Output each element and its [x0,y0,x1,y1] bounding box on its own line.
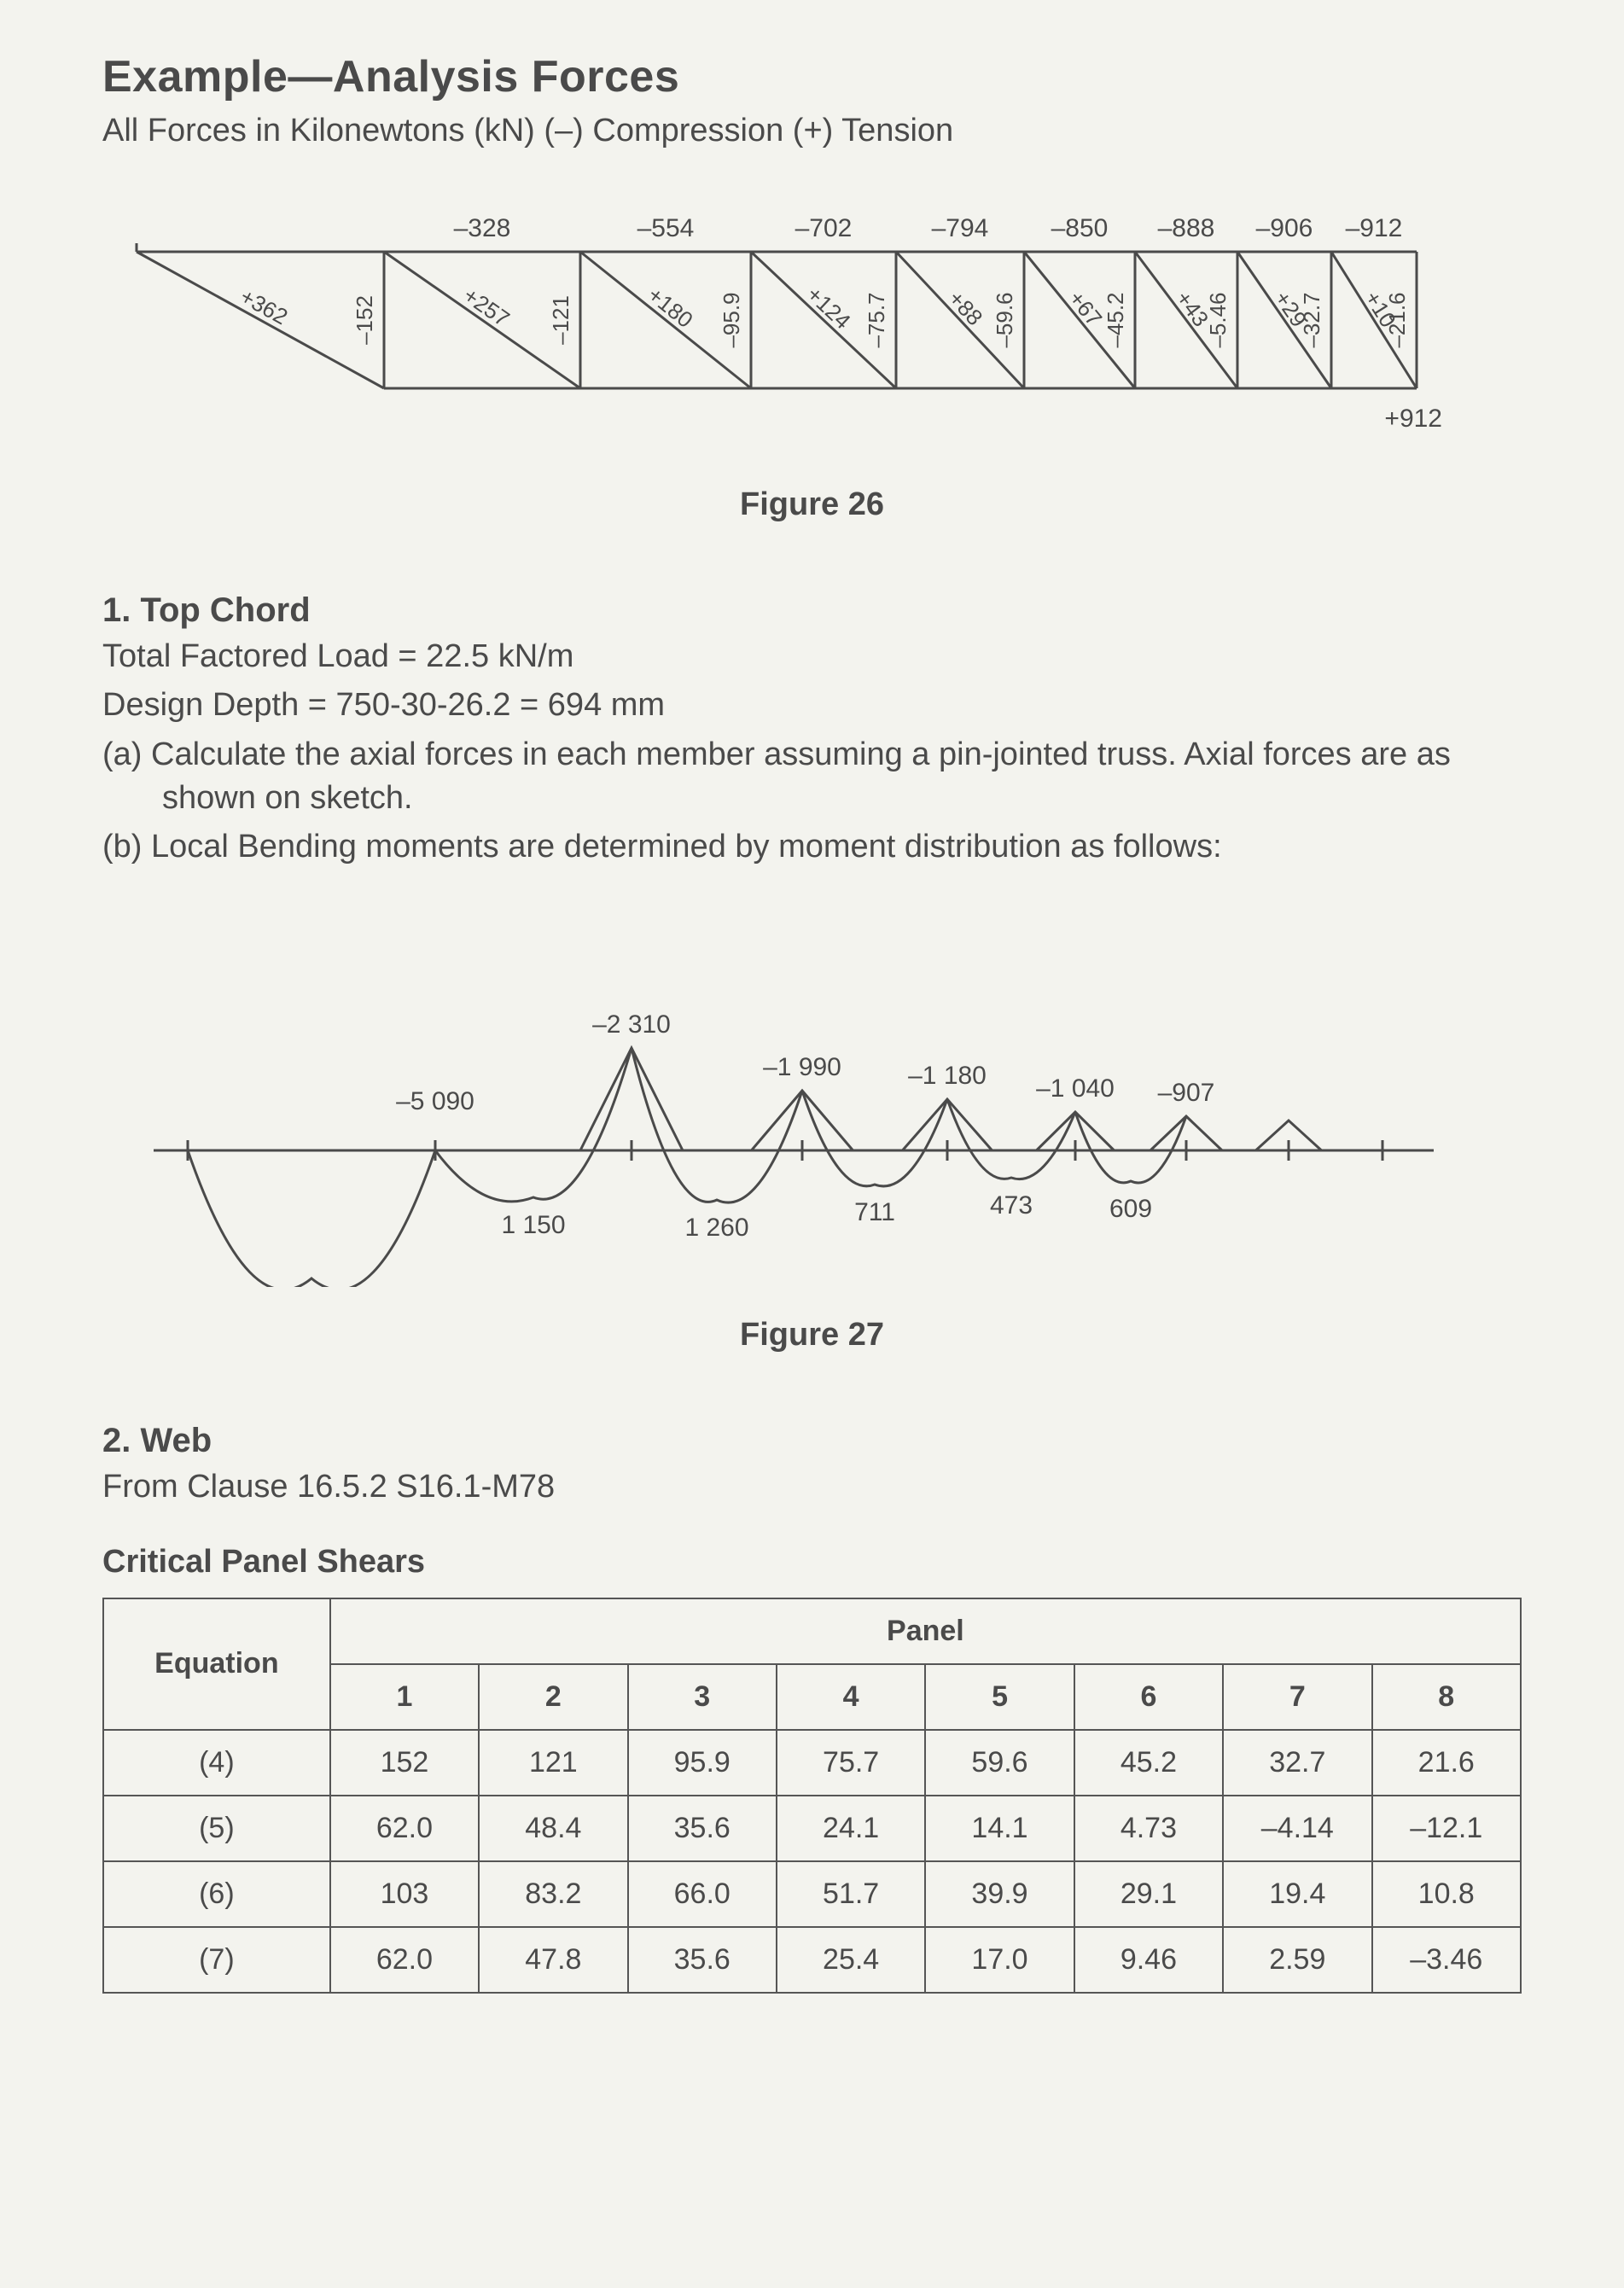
table-cell: 59.6 [925,1730,1074,1796]
table-col-3: 3 [628,1664,777,1730]
table-cell: 152 [330,1730,479,1796]
svg-text:609: 609 [1109,1195,1152,1223]
svg-text:+88: +88 [944,285,988,330]
table-cell: 32.7 [1223,1730,1371,1796]
table-cell: 83.2 [479,1861,627,1927]
svg-text:–328: –328 [454,214,511,242]
table-cell: 4.73 [1074,1796,1223,1861]
svg-text:–1 990: –1 990 [763,1053,841,1081]
svg-text:+912: +912 [1384,405,1442,433]
table-cell: 39.9 [925,1861,1074,1927]
figure-26-caption: Figure 26 [102,486,1522,523]
table-header-equation: Equation [103,1598,330,1730]
section-1-line2: Design Depth = 750-30-26.2 = 694 mm [102,684,1522,727]
section-2-line1: From Clause 16.5.2 S16.1-M78 [102,1465,1522,1509]
figure-27-moment: –5 090–2 310–1 990–1 180–1 040–9074 0401… [102,929,1522,1291]
page-title: Example—Analysis Forces [102,51,1522,102]
svg-text:–702: –702 [795,214,853,242]
svg-text:–121: –121 [548,295,573,345]
svg-text:–59.6: –59.6 [992,292,1017,347]
svg-text:–45.2: –45.2 [1103,292,1128,347]
section-1-item-a: (a) Calculate the axial forces in each m… [102,733,1522,821]
svg-text:–75.7: –75.7 [864,292,889,347]
page-subtitle: All Forces in Kilonewtons (kN) (–) Compr… [102,113,1522,149]
table-cell: 19.4 [1223,1861,1371,1927]
svg-text:–95.9: –95.9 [719,292,744,347]
table-header-panel: Panel [330,1598,1521,1664]
svg-text:–888: –888 [1158,214,1215,242]
svg-text:–2 310: –2 310 [592,1010,671,1039]
section-2-subhead: Critical Panel Shears [102,1544,1522,1581]
table-cell: 17.0 [925,1927,1074,1993]
svg-text:1 150: 1 150 [501,1211,565,1239]
table-cell: 35.6 [628,1796,777,1861]
table-col-4: 4 [777,1664,925,1730]
table-cell: 48.4 [479,1796,627,1861]
table-row-eq: (6) [103,1861,330,1927]
section-1-line1: Total Factored Load = 22.5 kN/m [102,635,1522,678]
svg-text:–1 180: –1 180 [908,1062,987,1090]
svg-text:–21.6: –21.6 [1384,292,1410,347]
svg-text:–912: –912 [1346,214,1403,242]
table-cell: 62.0 [330,1927,479,1993]
table-cell: 75.7 [777,1730,925,1796]
table-cell: 51.7 [777,1861,925,1927]
svg-text:–850: –850 [1051,214,1109,242]
table-row: (6)10383.266.051.739.929.119.410.8 [103,1861,1521,1927]
table-cell: 47.8 [479,1927,627,1993]
section-2-head: 2. Web [102,1422,1522,1460]
table-cell: 35.6 [628,1927,777,1993]
svg-text:1 260: 1 260 [684,1214,748,1242]
svg-text:–5.46: –5.46 [1205,292,1231,347]
svg-text:–32.7: –32.7 [1299,292,1324,347]
svg-text:–152: –152 [352,295,377,345]
critical-panel-shears-table: EquationPanel12345678(4)15212195.975.759… [102,1598,1522,1994]
table-row-eq: (7) [103,1927,330,1993]
figure-26-truss: –328–554–702–794–850–888–906–912+362+257… [102,201,1522,461]
table-col-7: 7 [1223,1664,1371,1730]
table-col-6: 6 [1074,1664,1223,1730]
table-cell: 95.9 [628,1730,777,1796]
table-cell: 66.0 [628,1861,777,1927]
table-cell: 103 [330,1861,479,1927]
table-cell: 10.8 [1372,1861,1522,1927]
table-cell: 9.46 [1074,1927,1223,1993]
table-cell: 121 [479,1730,627,1796]
table-col-8: 8 [1372,1664,1522,1730]
svg-text:473: 473 [990,1191,1033,1220]
table-cell: 24.1 [777,1796,925,1861]
svg-text:–794: –794 [932,214,989,242]
table-cell: 62.0 [330,1796,479,1861]
section-1-head: 1. Top Chord [102,591,1522,630]
svg-text:711: 711 [854,1198,895,1226]
section-1-item-b: (b) Local Bending moments are determined… [102,825,1522,869]
svg-text:–554: –554 [637,214,695,242]
figure-27-caption: Figure 27 [102,1317,1522,1354]
table-cell: 29.1 [1074,1861,1223,1927]
table-row-eq: (4) [103,1730,330,1796]
svg-text:–906: –906 [1256,214,1313,242]
table-cell: 25.4 [777,1927,925,1993]
svg-text:+67: +67 [1063,286,1107,331]
svg-text:–907: –907 [1158,1079,1215,1107]
svg-text:–1 040: –1 040 [1036,1074,1115,1103]
table-col-5: 5 [925,1664,1074,1730]
table-cell: –12.1 [1372,1796,1522,1861]
table-cell: 21.6 [1372,1730,1522,1796]
table-row: (4)15212195.975.759.645.232.721.6 [103,1730,1521,1796]
table-col-1: 1 [330,1664,479,1730]
table-row: (7)62.047.835.625.417.09.462.59–3.46 [103,1927,1521,1993]
table-row: (5)62.048.435.624.114.14.73–4.14–12.1 [103,1796,1521,1861]
svg-text:–5 090: –5 090 [396,1087,474,1115]
table-row-eq: (5) [103,1796,330,1861]
table-col-2: 2 [479,1664,627,1730]
table-cell: –3.46 [1372,1927,1522,1993]
table-cell: 45.2 [1074,1730,1223,1796]
table-cell: 2.59 [1223,1927,1371,1993]
table-cell: –4.14 [1223,1796,1371,1861]
table-cell: 14.1 [925,1796,1074,1861]
